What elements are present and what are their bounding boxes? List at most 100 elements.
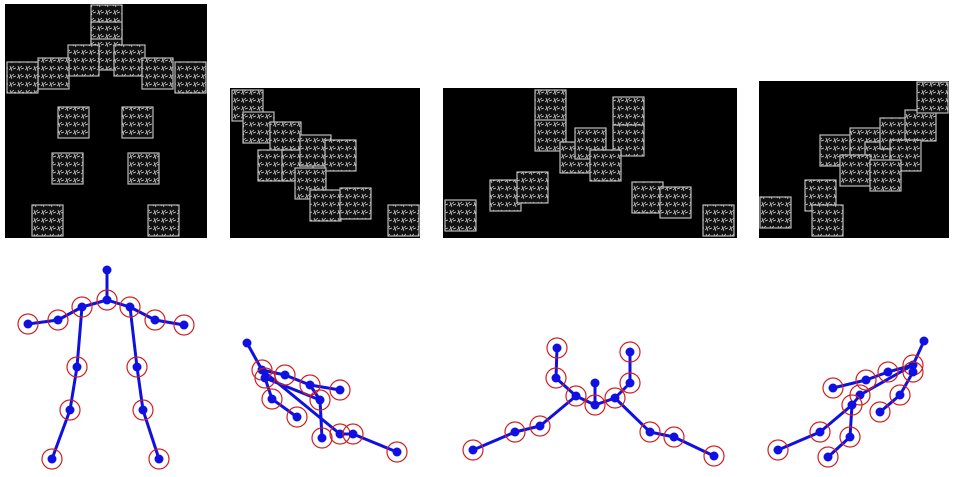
- part-circle: [619, 372, 641, 394]
- joint: [610, 393, 620, 403]
- part-circle: [663, 426, 685, 448]
- part-circle: [119, 296, 141, 318]
- joint: [590, 400, 600, 410]
- part-circle: [529, 415, 551, 437]
- joint: [292, 412, 302, 422]
- part-filter: [631, 181, 664, 214]
- limb: [68, 366, 79, 411]
- part-circle: [309, 389, 331, 411]
- part-filter: [839, 154, 872, 187]
- part-filter: [516, 171, 549, 204]
- part-circle: [17, 313, 39, 335]
- part-circle: [148, 448, 170, 470]
- part-circle: [59, 399, 81, 421]
- joint: [847, 400, 857, 410]
- part-circle: [144, 309, 166, 331]
- part-circle: [822, 377, 844, 399]
- joint: [150, 315, 160, 325]
- part-circle: [545, 367, 567, 389]
- joint: [625, 378, 635, 388]
- part-filter: [113, 44, 146, 77]
- part-filter: [489, 179, 522, 212]
- part-circle: [584, 394, 606, 416]
- joint: [392, 447, 402, 457]
- limb: [309, 383, 341, 392]
- part-circle: [96, 289, 118, 311]
- part-circle: [841, 394, 863, 416]
- part-filter: [324, 139, 357, 172]
- part-circle: [329, 379, 351, 401]
- part-filter: [444, 199, 477, 232]
- joint: [861, 375, 871, 385]
- part-circle: [767, 439, 789, 461]
- joint: [815, 427, 825, 437]
- joint: [571, 391, 581, 401]
- part-filter: [309, 189, 342, 222]
- joint: [125, 302, 135, 312]
- joint: [895, 390, 905, 400]
- joint: [590, 378, 600, 388]
- joint: [645, 427, 655, 437]
- limb: [135, 366, 145, 411]
- joint: [260, 373, 270, 383]
- joint: [72, 362, 82, 372]
- joint: [535, 421, 545, 431]
- limb: [271, 397, 298, 419]
- part-circle: [639, 421, 661, 443]
- joint: [773, 445, 783, 455]
- part-filter: [759, 196, 792, 229]
- part-filter: [31, 204, 64, 237]
- part-filter: [659, 186, 692, 219]
- limb: [129, 305, 156, 322]
- part-circle: [71, 296, 93, 318]
- joint: [154, 454, 164, 464]
- joint: [669, 432, 679, 442]
- part-filter: [904, 109, 937, 142]
- part-circle: [565, 385, 587, 407]
- part-circle: [546, 337, 568, 359]
- limb: [472, 430, 516, 452]
- joint: [468, 445, 478, 455]
- part-filter: [916, 81, 949, 114]
- part-circle: [386, 441, 408, 463]
- limb: [539, 394, 577, 428]
- limb: [154, 318, 185, 327]
- limb: [245, 342, 264, 371]
- joint: [709, 451, 719, 461]
- part-filter: [702, 204, 735, 237]
- joint: [552, 343, 562, 353]
- part-filter: [811, 204, 844, 237]
- part-circle: [869, 401, 891, 423]
- part-circle: [126, 356, 148, 378]
- limb: [777, 430, 821, 452]
- part-circle: [902, 361, 924, 383]
- part-circle: [132, 399, 154, 421]
- part-filter: [339, 187, 372, 220]
- joint: [883, 367, 893, 377]
- joint: [280, 370, 290, 380]
- limb: [826, 435, 852, 459]
- part-circle: [703, 445, 725, 467]
- joint: [102, 265, 112, 275]
- joint: [315, 395, 325, 405]
- part-circle: [299, 374, 321, 396]
- part-circle: [462, 439, 484, 461]
- joint: [53, 315, 63, 325]
- part-filter: [127, 152, 160, 185]
- part-circle: [261, 388, 283, 410]
- limb: [848, 404, 854, 438]
- limb: [673, 435, 715, 458]
- limb: [57, 305, 83, 322]
- part-filter: [57, 106, 90, 139]
- part-filter: [869, 159, 902, 192]
- joint: [335, 385, 345, 395]
- joint: [510, 427, 520, 437]
- part-filter: [387, 204, 420, 237]
- joint: [625, 347, 635, 357]
- part-filter: [67, 44, 100, 77]
- part-filter: [242, 111, 275, 144]
- part-circle: [839, 426, 861, 448]
- limb: [613, 396, 652, 434]
- limb: [27, 318, 59, 326]
